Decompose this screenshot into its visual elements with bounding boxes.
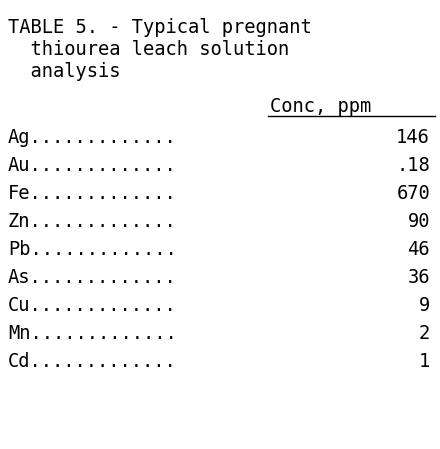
Text: 146: 146 — [396, 128, 430, 147]
Text: Pb.............: Pb............. — [8, 240, 177, 259]
Text: 36: 36 — [407, 268, 430, 287]
Text: As.............: As............. — [8, 268, 177, 287]
Text: 90: 90 — [407, 212, 430, 231]
Text: 46: 46 — [407, 240, 430, 259]
Text: Cd.............: Cd............. — [8, 352, 177, 371]
Text: analysis: analysis — [8, 62, 121, 81]
Text: Mn.............: Mn............. — [8, 324, 177, 343]
Text: 2: 2 — [419, 324, 430, 343]
Text: Cu.............: Cu............. — [8, 296, 177, 315]
Text: Zn.............: Zn............. — [8, 212, 177, 231]
Text: thiourea leach solution: thiourea leach solution — [8, 40, 289, 59]
Text: Fe.............: Fe............. — [8, 184, 177, 203]
Text: Conc, ppm: Conc, ppm — [270, 97, 371, 116]
Text: 9: 9 — [419, 296, 430, 315]
Text: Au.............: Au............. — [8, 156, 177, 175]
Text: 670: 670 — [396, 184, 430, 203]
Text: .18: .18 — [396, 156, 430, 175]
Text: 1: 1 — [419, 352, 430, 371]
Text: TABLE 5. - Typical pregnant: TABLE 5. - Typical pregnant — [8, 18, 312, 37]
Text: Ag.............: Ag............. — [8, 128, 177, 147]
